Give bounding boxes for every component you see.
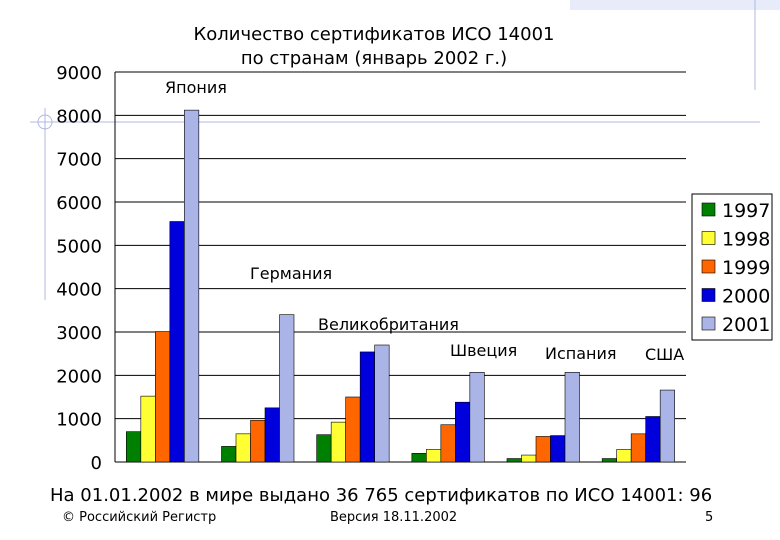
category-label: Великобритания — [318, 315, 459, 334]
bar-1-2001 — [279, 314, 295, 463]
category-label: Япония — [165, 78, 227, 97]
copyright-text: © Российский Регистр — [62, 510, 217, 525]
bar-4-1999 — [535, 436, 551, 463]
legend-label: 1997 — [722, 200, 770, 222]
page-number: 5 — [705, 510, 714, 525]
bar-5-1998 — [616, 449, 632, 463]
category-label: США — [645, 345, 684, 364]
bar-2-2000 — [359, 351, 375, 463]
bar-1-1998 — [235, 433, 251, 463]
bar-4-1998 — [521, 454, 537, 463]
bar-5-1999 — [630, 433, 646, 463]
bar-5-2001 — [659, 389, 675, 463]
y-tick-label: 3000 — [56, 323, 102, 344]
bar-4-2000 — [550, 435, 566, 463]
legend-label: 1999 — [722, 257, 770, 279]
legend-swatch — [701, 259, 716, 274]
bar-0-2000 — [169, 221, 185, 463]
chart-title: Количество сертификатов ИСО 14001 по стра… — [193, 24, 554, 69]
y-tick-label: 5000 — [56, 236, 102, 257]
bar-3-1998 — [426, 449, 442, 463]
category-label: Германия — [250, 264, 332, 283]
category-labels: Япония Германия Великобритания Швеция Испани… — [165, 78, 684, 364]
legend-label: 1998 — [722, 229, 770, 251]
y-tick-label: 1000 — [56, 410, 102, 431]
y-tick-label: 6000 — [56, 193, 102, 214]
y-tick-label: 2000 — [56, 366, 102, 387]
category-label: Испания — [545, 344, 617, 363]
bar-3-1997 — [411, 453, 427, 463]
y-tick-label: 4000 — [56, 280, 102, 301]
legend-label: 2000 — [722, 286, 770, 308]
chart-title-line: по странам (январь 2002 г.) — [241, 48, 507, 69]
bars — [126, 109, 675, 463]
y-axis-ticks: 0 1000 2000 3000 4000 5000 6000 7000 8000 9000 — [56, 63, 102, 474]
y-tick-label: 7000 — [56, 150, 102, 171]
legend-swatch — [701, 316, 716, 331]
bar-0-1999 — [155, 331, 171, 463]
legend-swatch — [701, 202, 716, 217]
bar-3-1999 — [440, 424, 456, 463]
category-label: Швеция — [450, 341, 517, 360]
bar-2-1998 — [330, 421, 346, 463]
gridlines — [114, 71, 686, 463]
slide-decoration — [30, 0, 780, 300]
bar-5-1997 — [601, 458, 617, 463]
bar-3-2000 — [455, 401, 471, 463]
summary-text: На 01.01.2002 в мире выдано 36 765 серти… — [50, 485, 713, 506]
bar-2-2001 — [374, 344, 390, 463]
bar-1-1997 — [221, 446, 237, 463]
bar-5-2000 — [645, 416, 661, 463]
bar-0-1997 — [126, 431, 142, 463]
bar-2-1997 — [316, 434, 332, 463]
bar-1-2000 — [264, 407, 280, 463]
bar-0-1998 — [140, 395, 156, 463]
y-tick-label: 9000 — [56, 63, 102, 84]
bar-2-1999 — [345, 396, 361, 463]
chart-title-line: Количество сертификатов ИСО 14001 — [193, 24, 554, 45]
bar-0-2001 — [184, 109, 200, 463]
version-text: Версия 18.11.2002 — [330, 510, 458, 525]
y-tick-label: 0 — [91, 453, 102, 474]
y-tick-label: 8000 — [56, 106, 102, 127]
legend-swatch — [701, 231, 716, 245]
bar-3-2001 — [469, 371, 485, 463]
legend-swatch — [701, 288, 716, 302]
legend: 1997 1998 1999 2000 2001 — [691, 193, 773, 341]
bar-4-2001 — [564, 371, 580, 463]
bar-4-1997 — [506, 458, 522, 463]
bar-1-1999 — [250, 420, 266, 463]
legend-label: 2001 — [722, 314, 770, 336]
